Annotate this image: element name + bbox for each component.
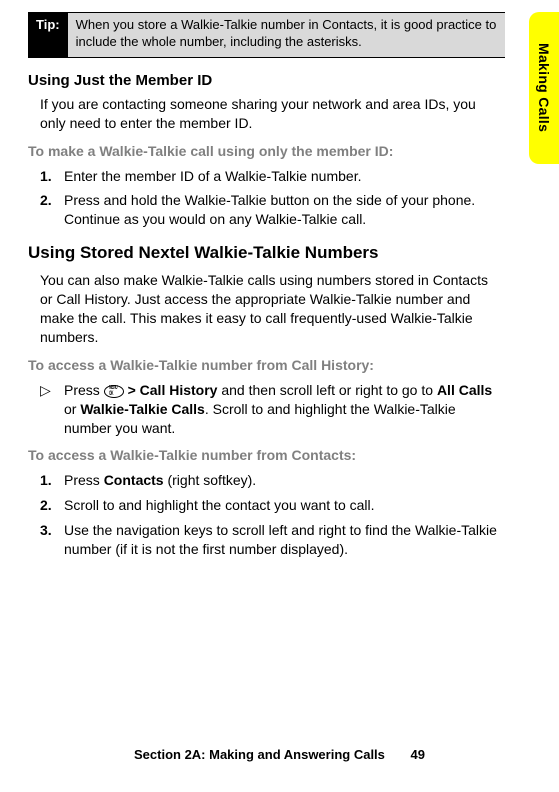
- subhead-call-history: To access a Walkie-Talkie number from Ca…: [28, 357, 517, 373]
- step-number: 2.: [40, 496, 64, 515]
- list-item: 3. Use the navigation keys to scroll lef…: [40, 521, 499, 559]
- tip-text: When you store a Walkie-Talkie number in…: [68, 13, 505, 57]
- list-item: 2. Press and hold the Walkie-Talkie butt…: [40, 191, 499, 229]
- heading-stored-numbers: Using Stored Nextel Walkie-Talkie Number…: [28, 243, 517, 263]
- step-number: 1.: [40, 167, 64, 186]
- text-bold: Call History: [140, 382, 218, 398]
- body-stored-numbers: You can also make Walkie-Talkie calls us…: [40, 271, 499, 347]
- step-number: 3.: [40, 521, 64, 559]
- step-text: Press Contacts (right softkey).: [64, 471, 499, 490]
- list-item: 2. Scroll to and highlight the contact y…: [40, 496, 499, 515]
- text-bold: Walkie-Talkie Calls: [80, 401, 205, 417]
- step-text: Enter the member ID of a Walkie-Talkie n…: [64, 167, 499, 186]
- text-bold: >: [124, 382, 140, 398]
- tip-callout: Tip: When you store a Walkie-Talkie numb…: [28, 12, 505, 58]
- list-item: 1. Enter the member ID of a Walkie-Talki…: [40, 167, 499, 186]
- step-number: 1.: [40, 471, 64, 490]
- section-side-tab: Making Calls: [529, 12, 559, 164]
- step-text: Scroll to and highlight the contact you …: [64, 496, 499, 515]
- bullet-call-history: ▷ Press MENUOK > Call History and then s…: [40, 381, 499, 438]
- page-footer: Section 2A: Making and Answering Calls 4…: [0, 747, 559, 762]
- text-bold: Contacts: [104, 472, 164, 488]
- subhead-member-id: To make a Walkie-Talkie call using only …: [28, 143, 517, 159]
- subhead-contacts: To access a Walkie-Talkie number from Co…: [28, 447, 517, 463]
- menu-ok-key-icon: MENUOK: [104, 385, 124, 398]
- text-bold: All Calls: [437, 382, 492, 398]
- heading-member-id: Using Just the Member ID: [28, 72, 517, 89]
- step-text: Press and hold the Walkie-Talkie button …: [64, 191, 499, 229]
- text-fragment: (right softkey).: [164, 472, 257, 488]
- step-text: Use the navigation keys to scroll left a…: [64, 521, 499, 559]
- text-fragment: Press: [64, 382, 104, 398]
- side-tab-label: Making Calls: [536, 43, 552, 132]
- steps-member-id: 1. Enter the member ID of a Walkie-Talki…: [40, 167, 499, 230]
- footer-section: Section 2A: Making and Answering Calls: [134, 747, 385, 762]
- step-text: Press MENUOK > Call History and then scr…: [64, 381, 499, 438]
- list-item: ▷ Press MENUOK > Call History and then s…: [40, 381, 499, 438]
- body-member-id: If you are contacting someone sharing yo…: [40, 95, 499, 133]
- list-item: 1. Press Contacts (right softkey).: [40, 471, 499, 490]
- step-number: 2.: [40, 191, 64, 229]
- text-fragment: and then scroll left or right to go to: [217, 382, 436, 398]
- tip-label: Tip:: [28, 13, 68, 57]
- text-fragment: Press: [64, 472, 104, 488]
- text-fragment: or: [64, 401, 80, 417]
- bullet-marker: ▷: [40, 381, 64, 438]
- footer-page-number: 49: [411, 747, 425, 762]
- steps-contacts: 1. Press Contacts (right softkey). 2. Sc…: [40, 471, 499, 559]
